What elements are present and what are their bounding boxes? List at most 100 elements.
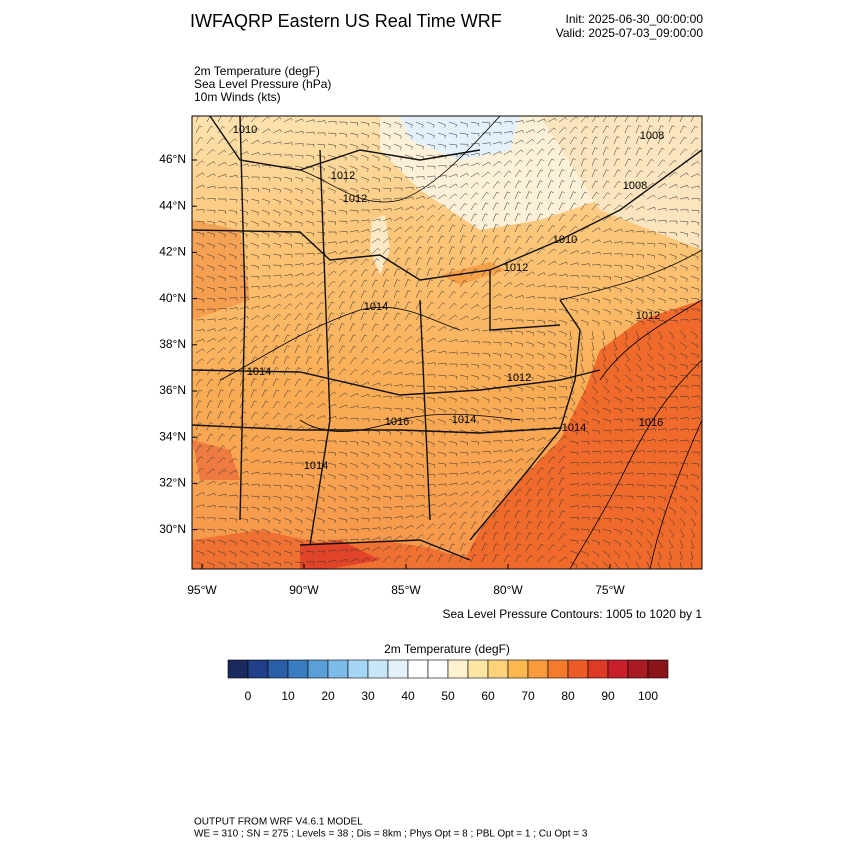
wind-barb — [591, 180, 599, 189]
wind-barb — [635, 286, 644, 293]
wind-barb — [426, 325, 436, 332]
wind-barb — [503, 543, 510, 552]
wind-barb — [547, 236, 556, 244]
wind-barb — [492, 202, 499, 211]
wind-barb — [305, 473, 315, 479]
wind-barb — [382, 176, 392, 182]
wind-barb — [338, 132, 348, 138]
wind-barb — [481, 142, 491, 146]
wind-barb — [646, 428, 656, 432]
wind-barb — [624, 407, 634, 413]
wind-barb — [393, 462, 402, 469]
wind-barb — [239, 286, 249, 291]
wind-barb — [646, 352, 653, 361]
wind-barb — [690, 209, 700, 214]
wind-barb — [415, 268, 422, 277]
wind-barb — [349, 187, 358, 194]
wind-barb — [437, 374, 447, 379]
wind-barb — [294, 450, 304, 454]
wind-barb — [459, 374, 469, 380]
wind-barb — [679, 406, 689, 410]
wind-barb — [404, 544, 413, 552]
lat-label: 32°N — [159, 476, 186, 490]
wind-barb — [558, 137, 567, 145]
wind-barb — [426, 451, 435, 458]
wind-barb — [613, 158, 620, 167]
wind-barb — [437, 418, 446, 425]
wind-barb — [668, 253, 677, 260]
wind-barb — [591, 494, 601, 498]
wind-barb — [448, 440, 458, 447]
wind-barb — [448, 351, 458, 355]
wind-barb — [239, 242, 248, 249]
wind-barb — [514, 191, 521, 200]
wind-barb — [690, 341, 699, 349]
wind-barb — [690, 374, 700, 379]
wind-barb — [459, 554, 466, 563]
wind-barb — [515, 319, 524, 323]
wind-barb — [481, 171, 491, 178]
wind-barb — [294, 550, 304, 556]
wind-barb — [536, 296, 546, 300]
wind-barb — [404, 336, 413, 343]
wind-barb — [404, 216, 414, 222]
wind-barb — [371, 418, 381, 423]
wind-barb — [217, 242, 226, 249]
wind-barb — [448, 472, 458, 477]
wind-barb — [492, 305, 502, 310]
wind-barb — [690, 539, 694, 549]
wind-barb — [250, 315, 260, 321]
wind-barb — [558, 319, 567, 326]
wind-barb — [459, 472, 469, 476]
wind-barb — [624, 506, 634, 512]
wind-barb — [228, 389, 235, 398]
wind-barb — [679, 231, 689, 237]
wind-barb — [668, 363, 677, 370]
wind-barb — [294, 517, 303, 524]
wind-barb — [569, 158, 576, 167]
wind-barb — [437, 132, 446, 139]
wind-barb — [536, 488, 543, 497]
wind-barb — [327, 209, 337, 215]
wind-barb — [580, 214, 589, 222]
wind-barb — [646, 396, 656, 401]
wind-barb — [470, 461, 480, 465]
wind-barb — [613, 517, 623, 523]
wind-barb — [404, 473, 414, 479]
wind-barb — [613, 429, 623, 433]
wind-barb — [250, 484, 260, 488]
wind-barb — [371, 527, 381, 531]
wind-barb — [481, 202, 489, 211]
wind-barb — [514, 129, 524, 134]
wind-barb — [206, 550, 215, 557]
wind-barb — [602, 407, 611, 414]
wind-barb — [327, 403, 337, 409]
wind-barb — [426, 462, 436, 468]
wind-barb — [448, 554, 455, 563]
wind-barb — [470, 328, 480, 332]
wind-barb — [393, 495, 403, 500]
wind-barb — [635, 136, 642, 145]
lon-label: 75°W — [595, 583, 625, 597]
wind-barb — [393, 268, 400, 277]
wind-barb — [690, 264, 699, 271]
wind-barb — [206, 368, 215, 376]
wind-barb — [569, 147, 577, 156]
wind-barb — [514, 385, 523, 392]
wind-barb — [206, 337, 216, 343]
wind-barb — [558, 202, 566, 211]
wind-barb — [569, 250, 579, 255]
wind-barb — [382, 484, 392, 491]
wind-barb — [327, 251, 337, 255]
wind-barb — [470, 363, 480, 369]
wind-barb — [250, 198, 260, 204]
wind-barb — [316, 187, 325, 194]
wind-barb — [404, 268, 411, 277]
wind-barb — [448, 183, 458, 189]
wind-barb — [569, 451, 579, 456]
wind-barb — [250, 561, 259, 568]
wind-barb — [305, 378, 313, 387]
wind-barb — [525, 477, 533, 486]
wind-barb — [415, 514, 425, 519]
wind-barb — [481, 490, 490, 497]
